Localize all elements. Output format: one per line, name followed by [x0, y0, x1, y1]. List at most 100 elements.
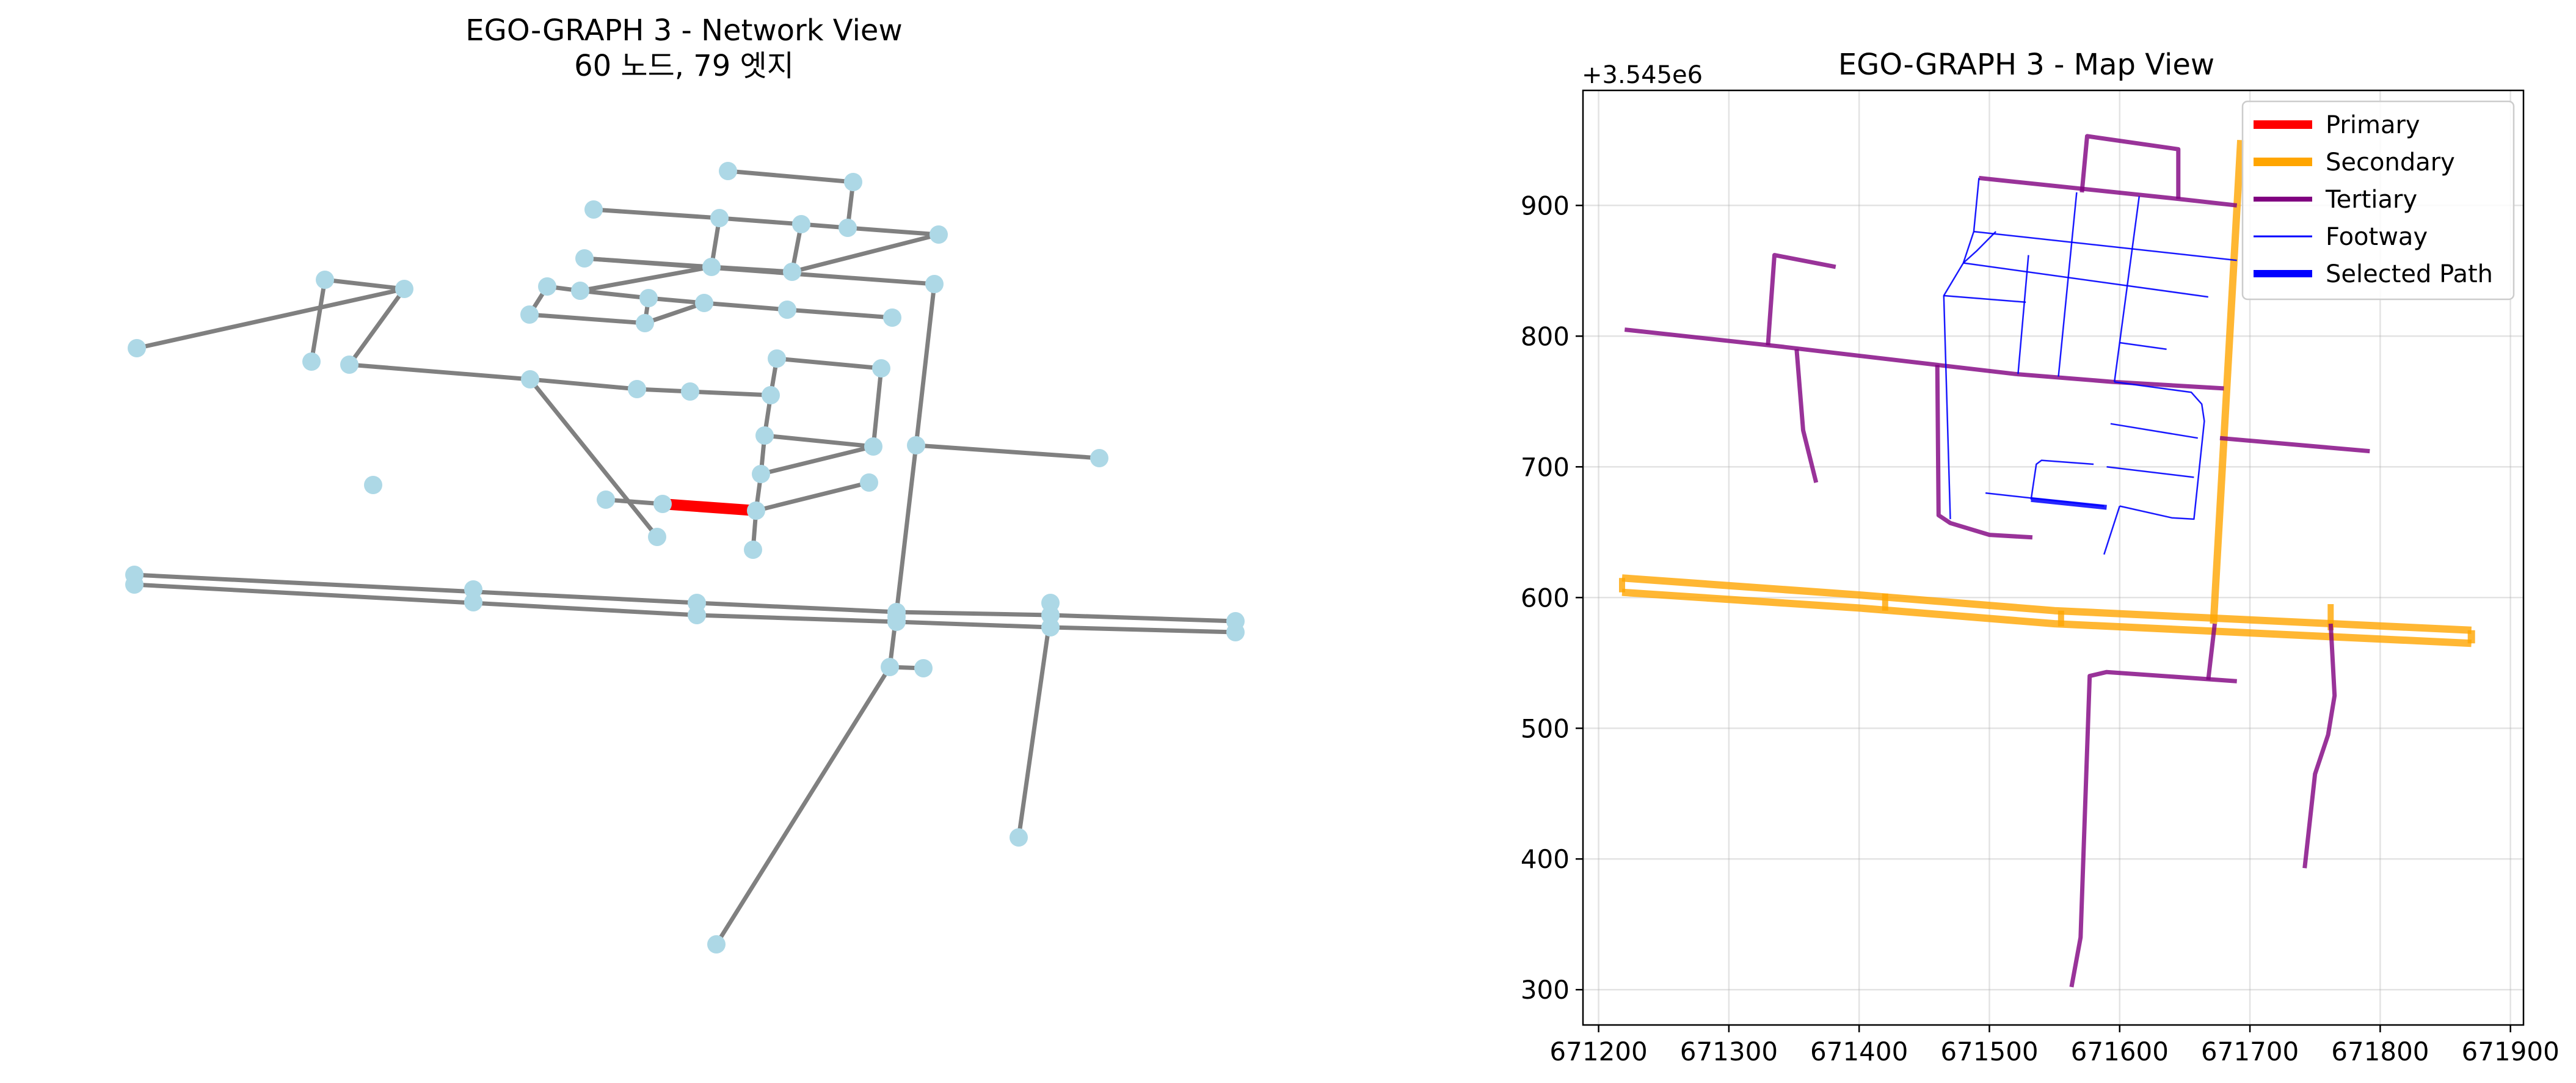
network-node — [907, 436, 925, 454]
network-node — [636, 314, 654, 332]
y-tick-label: 700 — [1521, 452, 1570, 482]
map-tertiary-line — [2206, 623, 2217, 680]
network-node — [1226, 623, 1245, 641]
network-edge — [529, 377, 638, 392]
network-edge — [648, 296, 705, 305]
network-edge — [528, 377, 659, 539]
network-edge — [787, 307, 893, 320]
network-edge — [914, 283, 937, 446]
network-node — [1041, 618, 1060, 636]
network-title: EGO-GRAPH 3 - Network View — [465, 13, 902, 48]
network-node — [520, 305, 539, 324]
network-edge — [791, 232, 939, 274]
network-node — [688, 606, 706, 624]
network-edge — [896, 610, 1051, 618]
network-node — [839, 219, 857, 237]
network-edge — [580, 264, 712, 293]
x-tick-label: 671400 — [1810, 1037, 1908, 1067]
network-node — [872, 359, 890, 377]
map-secondary-line — [2210, 139, 2245, 624]
network-node — [755, 426, 774, 445]
legend-label: Selected Path — [2326, 260, 2493, 288]
map-tertiary-line — [2069, 669, 2237, 988]
network-node — [860, 473, 878, 492]
network-node — [768, 349, 786, 368]
y-tick-label: 600 — [1521, 583, 1570, 613]
network-node — [597, 490, 615, 509]
map-footway-line — [1943, 178, 1980, 519]
network-edge — [1050, 613, 1236, 624]
network-edge — [719, 216, 802, 227]
map-panel: EGO-GRAPH 3 - Map View +3.545e6 671200 67… — [1521, 48, 2560, 1067]
map-footway-line — [2110, 423, 2199, 439]
x-tick-label: 671500 — [1940, 1037, 2038, 1067]
network-edge — [136, 286, 405, 351]
highlighted-edge — [662, 498, 757, 516]
map-selected-line — [2031, 497, 2107, 510]
network-node — [887, 608, 906, 626]
network-edge — [871, 368, 884, 447]
map-title: EGO-GRAPH 3 - Map View — [1838, 48, 2214, 82]
network-edge — [324, 277, 405, 291]
map-tertiary-line — [2219, 436, 2370, 454]
map-footway-line — [2113, 196, 2141, 382]
x-tick-label: 671300 — [1680, 1037, 1778, 1067]
y-tick-label: 500 — [1521, 713, 1570, 743]
map-footway-line — [1973, 230, 2237, 261]
network-edge — [755, 480, 870, 513]
y-offset-label: +3.545e6 — [1582, 61, 1703, 89]
network-edge — [689, 389, 771, 398]
network-node — [639, 289, 658, 307]
network-edge — [580, 288, 649, 301]
x-axis: 671200 671300 671400 671500 671600 671700 6718… — [1549, 1025, 2560, 1067]
map-footway-line — [1962, 231, 1996, 264]
network-node — [707, 935, 726, 954]
network-node — [719, 162, 737, 180]
network-highlight — [662, 498, 757, 516]
network-nodes — [125, 162, 1245, 954]
network-node — [464, 580, 482, 599]
x-tick-label: 671600 — [2071, 1037, 2169, 1067]
y-tick-label: 400 — [1521, 844, 1570, 874]
map-secondary-line — [1621, 588, 2472, 647]
network-edge — [134, 572, 697, 605]
y-tick-label: 300 — [1521, 975, 1570, 1005]
network-panel: EGO-GRAPH 3 - Network View 60 노드, 79 엣지 — [125, 13, 1245, 954]
legend-label: Primary — [2326, 111, 2420, 139]
x-tick-label: 671900 — [2461, 1037, 2559, 1067]
network-node — [340, 356, 358, 374]
map-tertiary-line — [1624, 327, 2224, 391]
network-node — [778, 301, 796, 319]
legend-label: Secondary — [2326, 148, 2455, 177]
legend-label: Tertiary — [2325, 186, 2417, 214]
x-tick-label: 671700 — [2201, 1037, 2299, 1067]
network-node — [752, 465, 770, 483]
network-node — [925, 275, 944, 293]
network-node — [571, 282, 589, 300]
network-edge — [584, 256, 935, 286]
network-node — [792, 215, 810, 233]
map-tertiary-line — [1766, 253, 1836, 346]
network-node — [302, 352, 321, 371]
legend-label: Footway — [2326, 223, 2428, 251]
map-footway-line — [2058, 192, 2078, 377]
y-tick-label: 800 — [1521, 321, 1570, 351]
network-edge — [847, 225, 939, 237]
map-tertiary-line — [2079, 134, 2181, 199]
legend-box — [2241, 100, 2515, 301]
network-node — [575, 249, 594, 268]
network-node — [783, 263, 801, 281]
map-footway-line — [2106, 466, 2194, 478]
network-node — [538, 277, 556, 296]
network-node — [364, 476, 382, 494]
network-edge — [704, 301, 788, 312]
network-edge — [1050, 625, 1236, 635]
x-tick-label: 671800 — [2331, 1037, 2429, 1067]
map-tertiary-line — [1979, 175, 2238, 208]
network-node — [464, 593, 482, 611]
network-node — [521, 370, 539, 388]
network-edge — [696, 600, 897, 614]
map-plot-frame — [1582, 89, 2525, 1026]
network-edge — [349, 362, 531, 382]
network-node — [316, 271, 334, 289]
